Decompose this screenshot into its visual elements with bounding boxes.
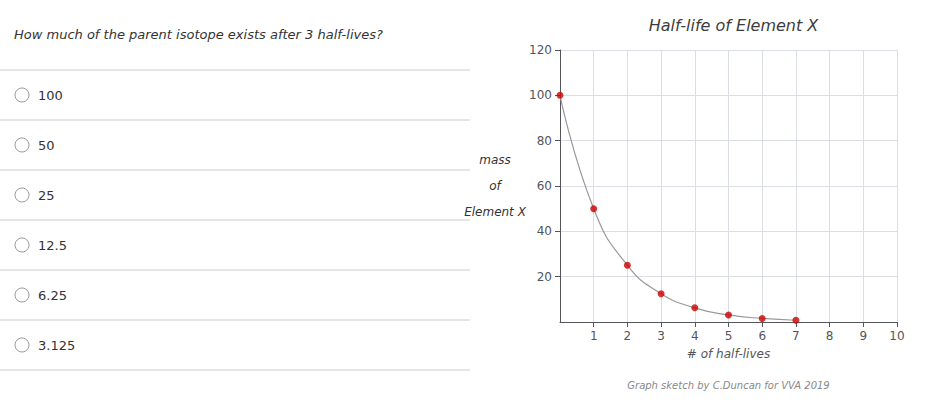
svg-text:Element X: Element X (464, 205, 526, 219)
svg-text:6.25: 6.25 (38, 288, 67, 303)
svg-text:60: 60 (537, 179, 552, 193)
svg-text:Half-life of Element X: Half-life of Element X (649, 16, 820, 35)
svg-text:8: 8 (826, 329, 834, 343)
svg-text:100: 100 (529, 88, 552, 102)
svg-text:40: 40 (537, 224, 552, 238)
svg-text:12.5: 12.5 (38, 238, 67, 253)
svg-text:4: 4 (691, 329, 699, 343)
svg-text:50: 50 (38, 138, 55, 153)
svg-text:25: 25 (38, 188, 55, 203)
svg-text:2: 2 (624, 329, 632, 343)
svg-text:100: 100 (38, 88, 63, 103)
svg-text:Graph sketch by C.Duncan for V: Graph sketch by C.Duncan for VVA 2019 (627, 380, 829, 391)
svg-text:mass: mass (479, 153, 511, 167)
svg-text:1: 1 (590, 329, 598, 343)
svg-text:3: 3 (657, 329, 665, 343)
svg-text:20: 20 (537, 270, 552, 284)
svg-text:6: 6 (758, 329, 766, 343)
svg-text:of: of (489, 179, 502, 193)
svg-text:How much of the parent isotope: How much of the parent isotope exists af… (14, 27, 383, 42)
svg-text:9: 9 (859, 329, 867, 343)
svg-text:3.125: 3.125 (38, 338, 75, 353)
svg-text:7: 7 (792, 329, 800, 343)
svg-text:80: 80 (537, 134, 552, 148)
svg-text:120: 120 (529, 43, 552, 57)
svg-text:5: 5 (725, 329, 733, 343)
svg-text:10: 10 (889, 329, 904, 343)
svg-text:# of half-lives: # of half-lives (687, 347, 770, 361)
